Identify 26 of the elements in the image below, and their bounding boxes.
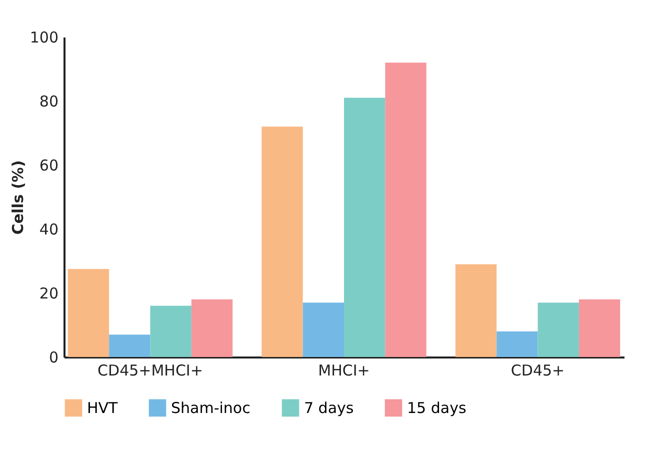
bar — [109, 334, 150, 357]
bar — [538, 302, 579, 357]
legend-label: Sham-inoc — [171, 398, 250, 417]
y-tick-label: 100 — [30, 28, 58, 46]
bar — [455, 264, 497, 357]
legend-label: 15 days — [407, 398, 466, 417]
legend-label: HVT — [87, 398, 119, 417]
y-tick-label: 0 — [48, 348, 58, 366]
bar — [302, 302, 344, 357]
bar — [262, 126, 303, 357]
y-tick-label: 80 — [39, 92, 58, 110]
bar — [344, 98, 386, 357]
bar — [150, 306, 192, 357]
y-tick-label: 40 — [39, 220, 58, 238]
bar — [496, 331, 538, 357]
bar — [191, 299, 233, 357]
bar — [385, 62, 426, 357]
x-tick-label: MHCI+ — [318, 362, 370, 380]
y-tick-label: 60 — [39, 156, 58, 174]
y-tick-label: 20 — [39, 284, 58, 302]
bar — [68, 269, 110, 357]
x-tick-label: CD45+ — [510, 362, 565, 380]
bar — [578, 299, 620, 357]
y-axis-title: Cells (%) — [8, 160, 27, 235]
x-tick-label: CD45+MHCI+ — [98, 362, 203, 380]
legend-label: 7 days — [304, 398, 354, 417]
